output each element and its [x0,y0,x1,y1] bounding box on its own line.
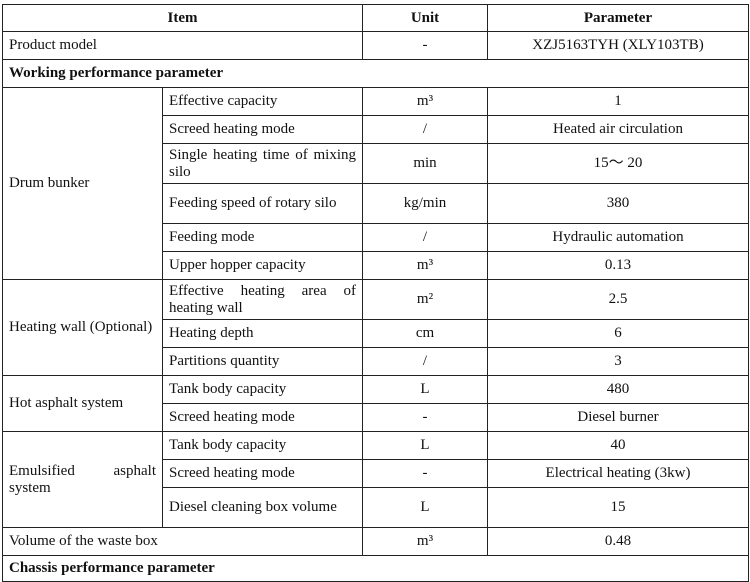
row-item: Diesel cleaning box volume [162,487,363,528]
waste-box-value: 0.48 [487,527,749,556]
row-value: 480 [487,375,749,404]
row-value: Electrical heating (3kw) [487,459,749,488]
row-value: Diesel burner [487,403,749,432]
row-item: Effective heating area of heating wall [162,279,363,320]
row-value: 1 [487,87,749,116]
header-parameter: Parameter [487,4,749,32]
row-unit: kg/min [362,183,488,224]
section-row: Working performance parameter [2,59,749,88]
table-row: Screed heating mode - Diesel burner [3,403,749,432]
row-item: Feeding mode [162,223,363,252]
row-item: Single heating time of mixing silo [162,143,363,184]
row-unit: / [362,347,488,376]
row-unit: L [362,375,488,404]
row-item: Effective capacity [162,87,363,116]
row-unit: min [362,143,488,184]
row-item: Screed heating mode [162,403,363,432]
row-value: 40 [487,431,749,460]
product-model-value: XZJ5163TYH (XLY103TB) [487,31,749,60]
row-value: 0.13 [487,251,749,280]
product-model-unit: - [362,31,488,60]
table-row: Drum bunker Effective capacity m³ 1 [2,87,749,280]
header-row: Item Unit Parameter [2,4,749,32]
waste-box-unit: m³ [362,527,488,556]
table-row: Screed heating mode / Heated air circula… [3,115,749,144]
row-item: Heating depth [162,319,363,348]
top-edge [0,0,750,4]
table-row: Feeding mode / Hydraulic automation [3,223,749,252]
working-section-title: Working performance parameter [2,59,749,88]
row-value: 6 [487,319,749,348]
emulsified-asphalt-label: Emulsified asphalt system [2,431,163,528]
header-unit: Unit [362,4,488,32]
drum-bunker-label: Drum bunker [2,87,163,280]
row-item: Tank body capacity [162,375,363,404]
row-unit: m² [362,279,488,320]
row-item: Screed heating mode [162,459,363,488]
row-unit: - [362,459,488,488]
heating-wall-label: Heating wall (Optional) [2,279,163,376]
table-row: Heating wall (Optional) Effective heatin… [2,279,749,376]
row-unit: L [362,487,488,528]
row-value: 2.5 [487,279,749,320]
row-value: Heated air circulation [487,115,749,144]
product-model-label: Product model [2,31,363,60]
row-unit: L [362,431,488,460]
row-unit: / [362,115,488,144]
row-value: 15 [487,487,749,528]
table-row: Emulsified asphalt system Tank body capa… [2,431,749,528]
row-item: Partitions quantity [162,347,363,376]
table-row: Screed heating mode - Electrical heating… [3,459,749,488]
specification-table: Item Unit Parameter Product model - XZJ5… [2,4,749,582]
table-row: Feeding speed of rotary silo kg/min 380 [3,183,749,224]
table-row: Heating depth cm 6 [3,319,749,348]
row-unit: cm [362,319,488,348]
row-item: Screed heating mode [162,115,363,144]
waste-box-label: Volume of the waste box [2,527,363,556]
table-row: Hot asphalt system Tank body capacity L … [2,375,749,432]
row-value: Hydraulic automation [487,223,749,252]
row-unit: m³ [362,87,488,116]
waste-box-row: Volume of the waste box m³ 0.48 [2,527,749,556]
table-row: Single heating time of mixing silo min 1… [3,143,749,184]
row-value: 380 [487,183,749,224]
row-value: 3 [487,347,749,376]
row-unit: m³ [362,251,488,280]
row-item: Tank body capacity [162,431,363,460]
hot-asphalt-label: Hot asphalt system [2,375,163,432]
row-value: 15～ 20 [487,143,749,184]
row-item: Upper hopper capacity [162,251,363,280]
product-model-row: Product model - XZJ5163TYH (XLY103TB) [2,31,749,60]
row-unit: / [362,223,488,252]
header-item: Item [2,4,363,32]
table-row: Partitions quantity / 3 [3,347,749,376]
row-unit: - [362,403,488,432]
row-item: Feeding speed of rotary silo [162,183,363,224]
